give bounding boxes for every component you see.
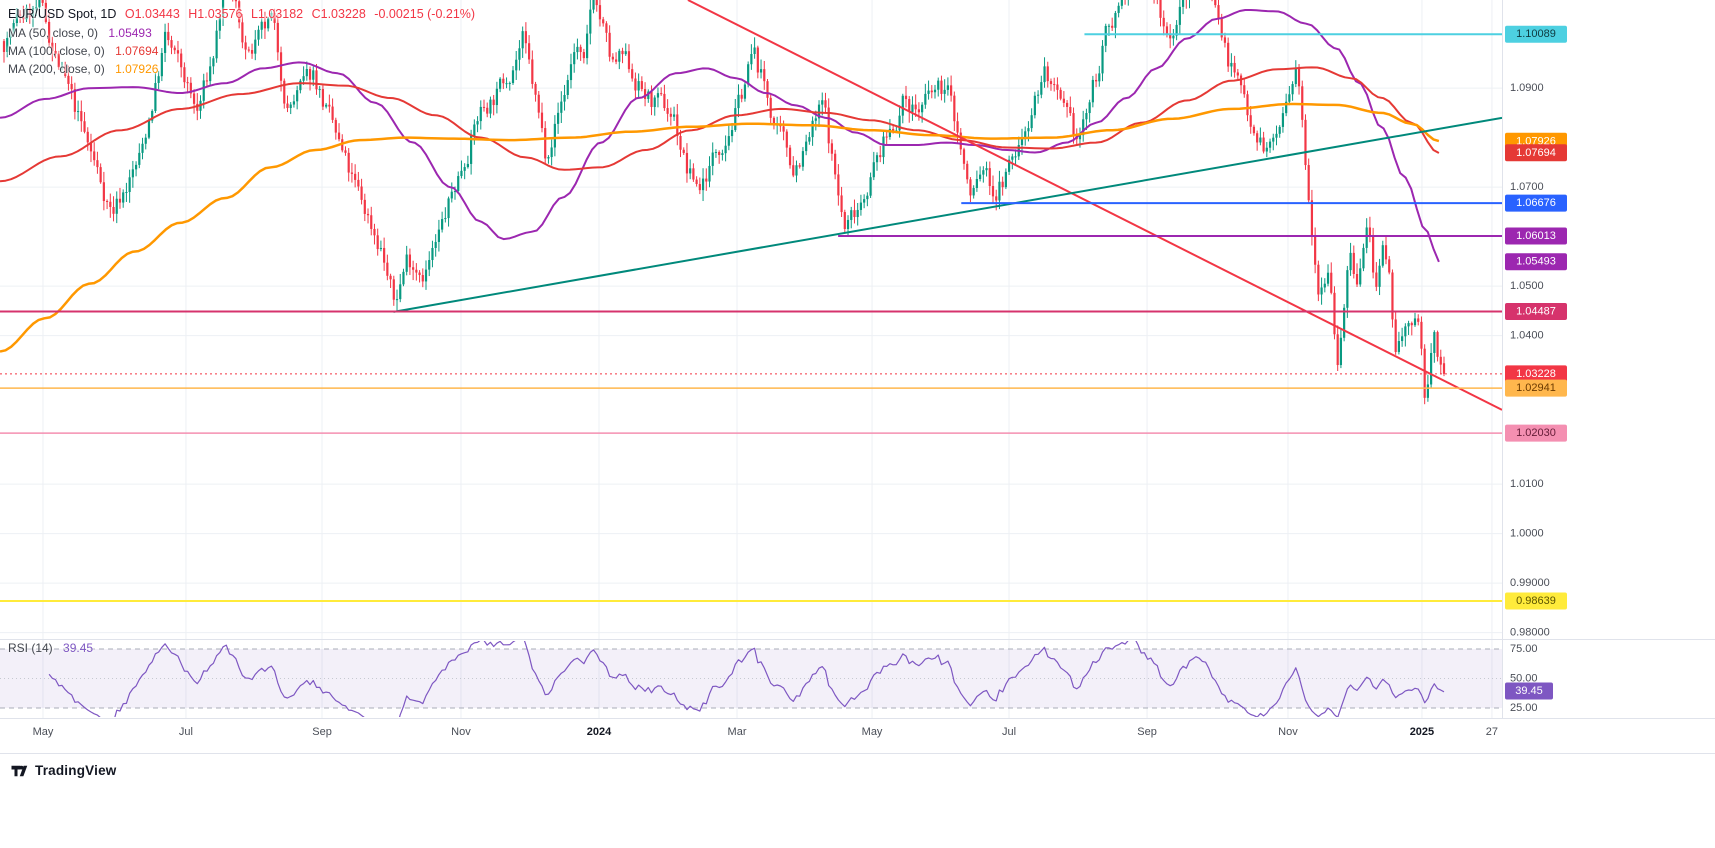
svg-text:39.45: 39.45 — [1515, 685, 1543, 697]
svg-text:1.10089: 1.10089 — [1516, 28, 1556, 40]
svg-text:1.02941: 1.02941 — [1516, 382, 1556, 394]
time-tick-label: 27 — [1486, 726, 1498, 738]
svg-text:0.98000: 0.98000 — [1510, 627, 1550, 639]
axes — [0, 0, 1715, 719]
price-panel[interactable] — [0, 0, 1502, 603]
svg-text:1.06013: 1.06013 — [1516, 230, 1556, 242]
time-tick-label: May — [33, 726, 54, 738]
price-label-badge — [1505, 253, 1567, 271]
trendline[interactable] — [687, 0, 1502, 411]
grid — [0, 0, 1502, 718]
svg-text:25.00: 25.00 — [1510, 702, 1538, 714]
price-chart-canvas[interactable]: 1.0900 1.0700 1.0500 1.0400 1.0100 1.0000 0.99… — [0, 0, 1715, 748]
svg-text:0.99000: 0.99000 — [1510, 577, 1550, 589]
time-tick-label: Nov — [451, 726, 471, 738]
time-tick-label: Nov — [1278, 726, 1298, 738]
rsi-line — [48, 641, 1445, 717]
svg-text:1.0500: 1.0500 — [1510, 280, 1544, 292]
price-axis[interactable]: 1.0900 1.0700 1.0500 1.0400 1.0100 1.0000 0.99… — [1505, 25, 1567, 714]
svg-text:1.04487: 1.04487 — [1516, 306, 1556, 318]
svg-text:1.0100: 1.0100 — [1510, 478, 1544, 490]
time-tick-label: 2025 — [1410, 726, 1434, 738]
svg-text:1.0000: 1.0000 — [1510, 528, 1544, 540]
price-label-badge — [1505, 194, 1567, 212]
trendline[interactable] — [393, 116, 1502, 313]
svg-text:1.0400: 1.0400 — [1510, 330, 1544, 342]
rsi-panel[interactable] — [0, 636, 1502, 727]
time-tick-label: Jul — [1002, 726, 1016, 738]
rsi-value-badge — [1505, 682, 1553, 700]
svg-text:1.06676: 1.06676 — [1516, 197, 1556, 209]
svg-text:0.98639: 0.98639 — [1516, 595, 1556, 607]
time-tick-label: May — [862, 726, 883, 738]
svg-text:1.02030: 1.02030 — [1516, 427, 1556, 439]
svg-text:1.0700: 1.0700 — [1510, 181, 1544, 193]
time-tick-label: Jul — [179, 726, 193, 738]
price-label-badge — [1505, 592, 1567, 610]
svg-text:75.00: 75.00 — [1510, 643, 1538, 655]
time-tick-label: 2024 — [587, 726, 612, 738]
tradingview-logo-icon[interactable] — [10, 762, 28, 780]
price-label-badge — [1505, 379, 1567, 397]
ma-line[interactable] — [0, 9, 1440, 263]
price-label-badge — [1505, 365, 1567, 383]
rsi-value: 39.45 — [63, 641, 94, 655]
rsi-legend-row[interactable]: RSI (14) 39.45 — [8, 641, 93, 655]
candlestick-series — [2, 0, 1446, 405]
ma-line[interactable] — [0, 66, 1440, 183]
rsi-label: RSI (14) — [8, 641, 53, 655]
svg-text:50.00: 50.00 — [1510, 673, 1538, 685]
price-label-badge — [1505, 303, 1567, 321]
price-label-badge — [1505, 227, 1567, 245]
brand-name[interactable]: TradingView — [35, 763, 117, 778]
price-label-badge — [1505, 424, 1567, 442]
price-label-badge — [1505, 25, 1567, 43]
footer-bar: TradingView — [0, 753, 1715, 787]
price-label-badge — [1505, 144, 1567, 162]
time-tick-label: Sep — [1137, 726, 1157, 738]
svg-text:1.03228: 1.03228 — [1516, 368, 1556, 380]
time-axis[interactable]: May Jul Sep Nov 2024 Mar May Jul Sep Nov 2025 27 — [33, 726, 1498, 738]
svg-text:1.07694: 1.07694 — [1516, 147, 1556, 159]
time-tick-label: Mar — [728, 726, 747, 738]
ma-line[interactable] — [0, 102, 1440, 353]
svg-text:1.0900: 1.0900 — [1510, 82, 1544, 94]
time-tick-label: Sep — [312, 726, 332, 738]
svg-text:1.05493: 1.05493 — [1516, 256, 1556, 268]
